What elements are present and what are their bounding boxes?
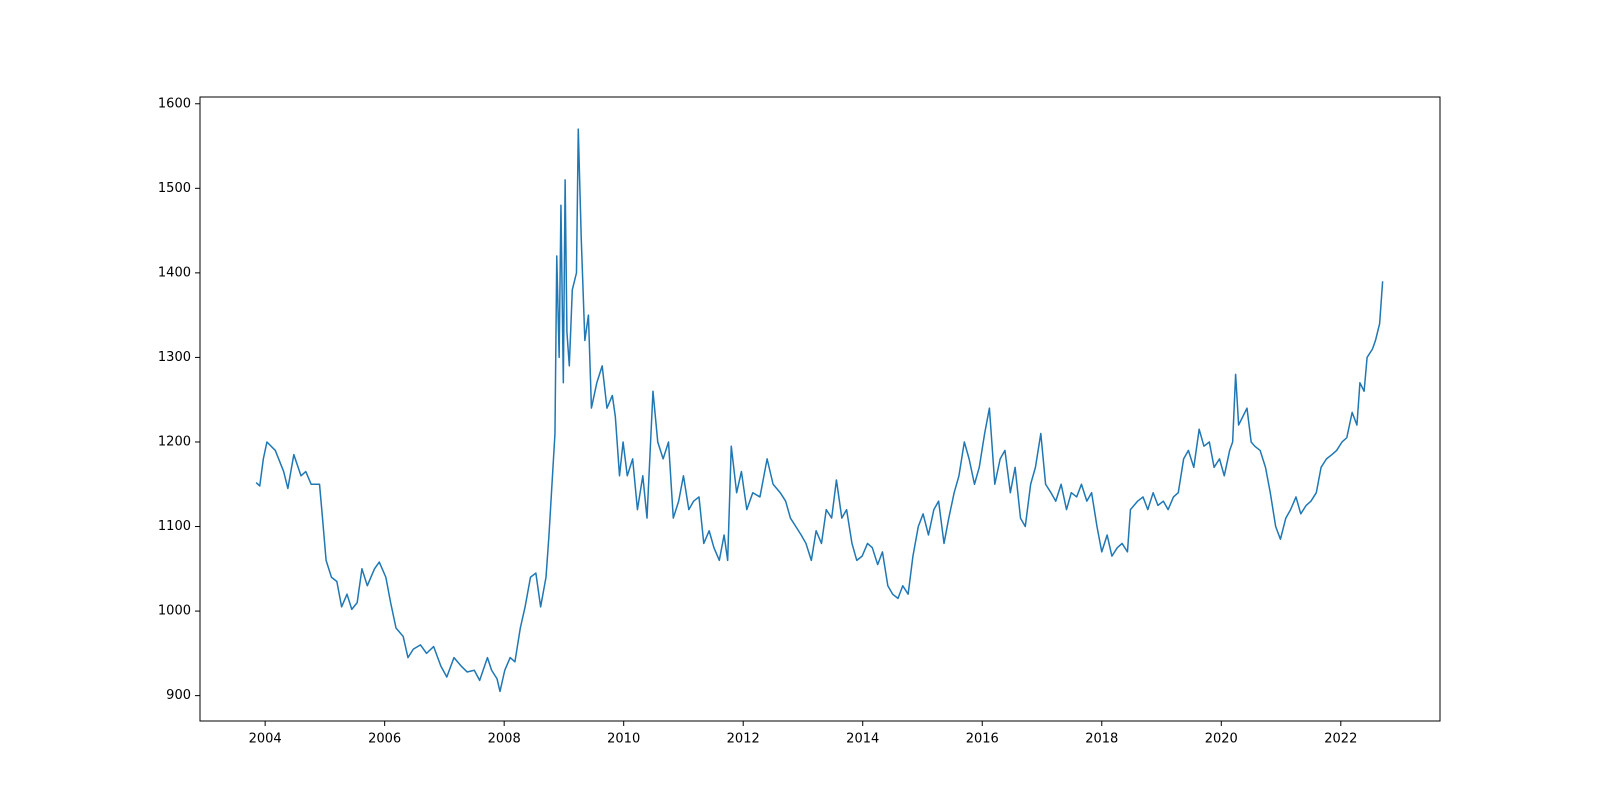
y-tick-label: 1100 [158, 519, 191, 534]
x-tick-label: 2006 [368, 732, 401, 747]
x-tick-label: 2008 [488, 732, 521, 747]
x-tick-label: 2010 [607, 732, 640, 747]
y-tick-label: 900 [166, 688, 191, 703]
x-tick-label: 2014 [846, 732, 879, 747]
x-tick-label: 2004 [249, 732, 282, 747]
x-tick-label: 2016 [966, 732, 999, 747]
y-tick-label: 1300 [158, 350, 191, 365]
y-tick-label: 1200 [158, 434, 191, 449]
data-line [255, 128, 1384, 693]
x-tick-label: 2018 [1085, 732, 1118, 747]
x-tick-label: 2012 [727, 732, 760, 747]
x-tick-label: 2020 [1205, 732, 1238, 747]
y-tick-label: 1500 [158, 181, 191, 196]
y-tick-label: 1600 [158, 96, 191, 111]
x-tick-label: 2022 [1324, 732, 1357, 747]
y-tick-label: 1000 [158, 604, 191, 619]
y-tick-label: 1400 [158, 265, 191, 280]
plot-frame [199, 96, 1441, 722]
